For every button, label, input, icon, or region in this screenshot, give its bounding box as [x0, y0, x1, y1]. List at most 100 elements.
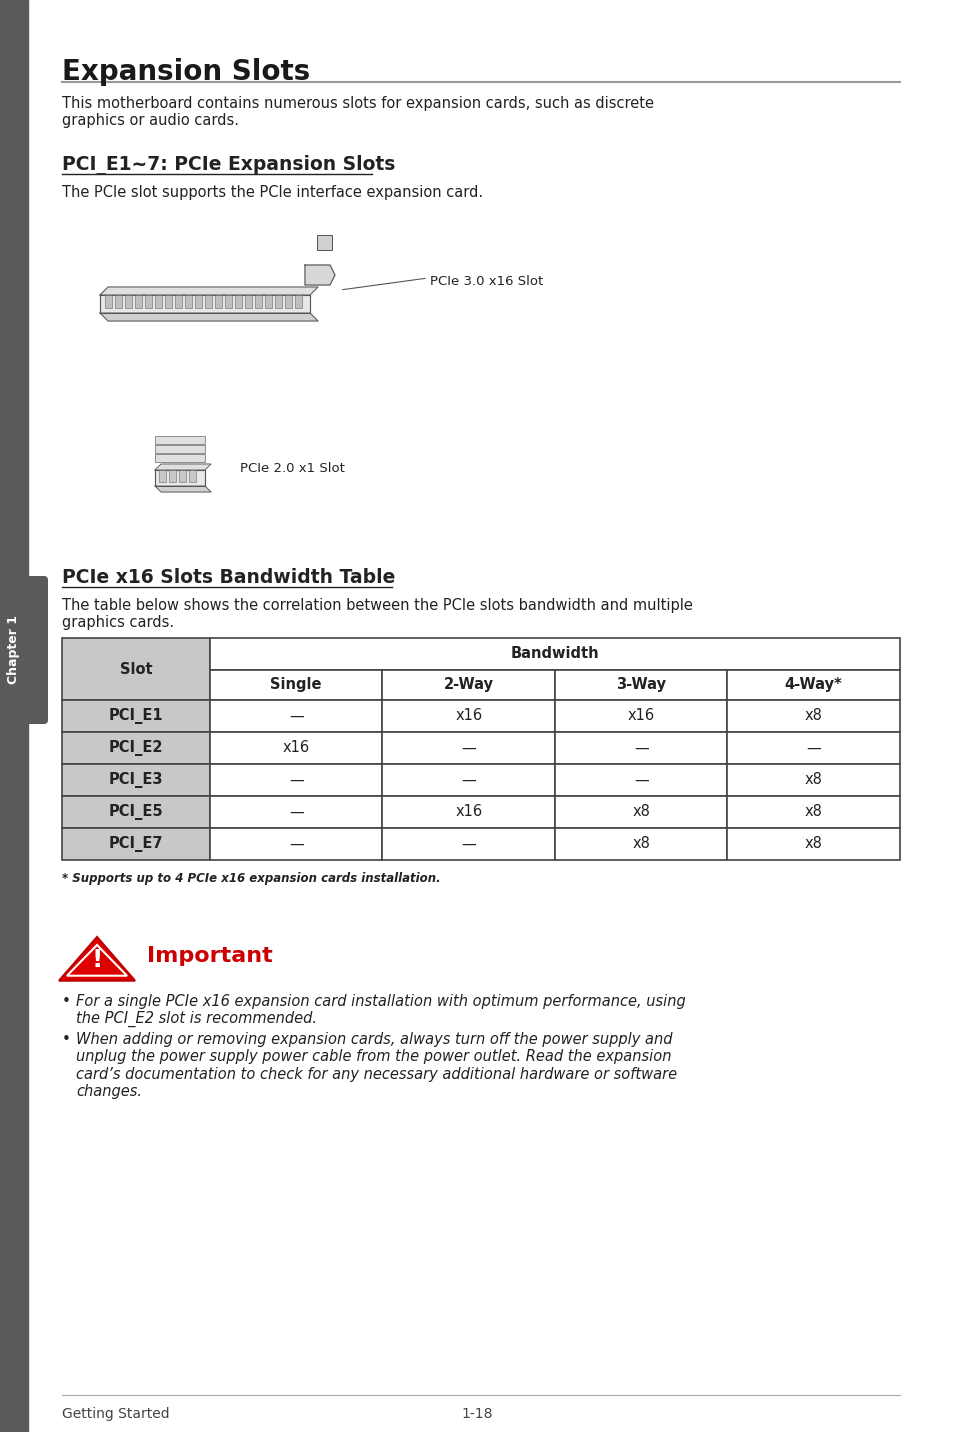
Bar: [727, 732, 899, 765]
Bar: [62, 796, 210, 828]
Text: 3-Way: 3-Way: [616, 677, 665, 693]
Text: PCI_E2: PCI_E2: [109, 740, 163, 756]
Text: •: •: [62, 994, 71, 1008]
Text: This motherboard contains numerous slots for expansion cards, such as discrete
g: This motherboard contains numerous slots…: [62, 96, 654, 129]
Bar: [274, 295, 282, 308]
Polygon shape: [59, 937, 135, 981]
Text: * Supports up to 4 PCIe x16 expansion cards installation.: * Supports up to 4 PCIe x16 expansion ca…: [62, 872, 440, 885]
Bar: [154, 445, 205, 453]
Bar: [189, 470, 195, 483]
Text: 4-Way*: 4-Way*: [784, 677, 841, 693]
Text: —: —: [633, 740, 648, 756]
Bar: [154, 295, 162, 308]
Bar: [727, 765, 899, 796]
Text: Single: Single: [271, 677, 322, 693]
Bar: [125, 295, 132, 308]
Text: x16: x16: [455, 805, 482, 819]
Text: x8: x8: [804, 772, 821, 788]
Bar: [210, 639, 899, 670]
Text: Important: Important: [147, 947, 273, 967]
Bar: [154, 454, 205, 463]
FancyBboxPatch shape: [0, 576, 48, 725]
Bar: [210, 670, 382, 700]
Bar: [165, 295, 172, 308]
Bar: [179, 470, 186, 483]
Text: Getting Started: Getting Started: [62, 1408, 170, 1421]
Text: PCI_E5: PCI_E5: [109, 803, 163, 821]
Text: x8: x8: [804, 709, 821, 723]
Bar: [210, 732, 382, 765]
Bar: [382, 670, 555, 700]
Bar: [154, 435, 205, 444]
Bar: [382, 700, 555, 732]
Polygon shape: [100, 286, 317, 295]
Bar: [294, 295, 302, 308]
Text: —: —: [289, 836, 303, 852]
Bar: [555, 828, 727, 861]
Text: PCIe x16 Slots Bandwidth Table: PCIe x16 Slots Bandwidth Table: [62, 569, 395, 587]
Text: 2-Way: 2-Way: [443, 677, 494, 693]
Bar: [62, 765, 210, 796]
Text: x8: x8: [632, 836, 650, 852]
Bar: [555, 796, 727, 828]
Bar: [382, 828, 555, 861]
Bar: [555, 765, 727, 796]
Bar: [727, 670, 899, 700]
Text: —: —: [289, 805, 303, 819]
Text: Bandwidth: Bandwidth: [510, 646, 598, 662]
Bar: [265, 295, 272, 308]
Bar: [727, 828, 899, 861]
Bar: [285, 295, 292, 308]
Text: —: —: [633, 772, 648, 788]
Text: PCIe 2.0 x1 Slot: PCIe 2.0 x1 Slot: [240, 463, 345, 475]
Text: For a single PCIe x16 expansion card installation with optimum performance, usin: For a single PCIe x16 expansion card ins…: [76, 994, 685, 1027]
Text: Chapter 1: Chapter 1: [8, 616, 20, 684]
Bar: [245, 295, 252, 308]
Polygon shape: [100, 314, 317, 321]
Text: Expansion Slots: Expansion Slots: [62, 59, 310, 86]
Bar: [210, 828, 382, 861]
Text: PCI_E7: PCI_E7: [109, 836, 163, 852]
Text: x8: x8: [804, 805, 821, 819]
Bar: [555, 732, 727, 765]
Bar: [225, 295, 232, 308]
Text: —: —: [461, 740, 476, 756]
Text: The PCIe slot supports the PCIe interface expansion card.: The PCIe slot supports the PCIe interfac…: [62, 185, 482, 200]
Text: —: —: [805, 740, 821, 756]
Bar: [145, 295, 152, 308]
Bar: [205, 295, 212, 308]
Text: —: —: [461, 836, 476, 852]
Bar: [234, 295, 242, 308]
Text: —: —: [289, 709, 303, 723]
Bar: [727, 796, 899, 828]
Text: When adding or removing expansion cards, always turn off the power supply and
un: When adding or removing expansion cards,…: [76, 1031, 677, 1098]
Text: x16: x16: [455, 709, 482, 723]
Text: PCI_E1: PCI_E1: [109, 707, 163, 725]
Bar: [316, 235, 332, 251]
Text: 1-18: 1-18: [460, 1408, 493, 1421]
Bar: [62, 732, 210, 765]
Bar: [62, 639, 210, 700]
Polygon shape: [100, 295, 310, 314]
Bar: [214, 295, 222, 308]
Bar: [727, 700, 899, 732]
Bar: [62, 828, 210, 861]
Text: •: •: [62, 1031, 71, 1047]
Bar: [0, 0, 28, 1432]
Bar: [210, 796, 382, 828]
Text: Slot: Slot: [119, 662, 152, 676]
Text: x8: x8: [632, 805, 650, 819]
Bar: [210, 700, 382, 732]
Bar: [210, 765, 382, 796]
Text: PCIe 3.0 x16 Slot: PCIe 3.0 x16 Slot: [430, 275, 542, 288]
Bar: [169, 470, 175, 483]
Text: x16: x16: [627, 709, 654, 723]
Bar: [62, 700, 210, 732]
Bar: [382, 765, 555, 796]
Bar: [555, 670, 727, 700]
Polygon shape: [154, 485, 211, 493]
Text: x16: x16: [282, 740, 310, 756]
Polygon shape: [154, 464, 211, 470]
Bar: [555, 700, 727, 732]
Polygon shape: [305, 265, 335, 285]
